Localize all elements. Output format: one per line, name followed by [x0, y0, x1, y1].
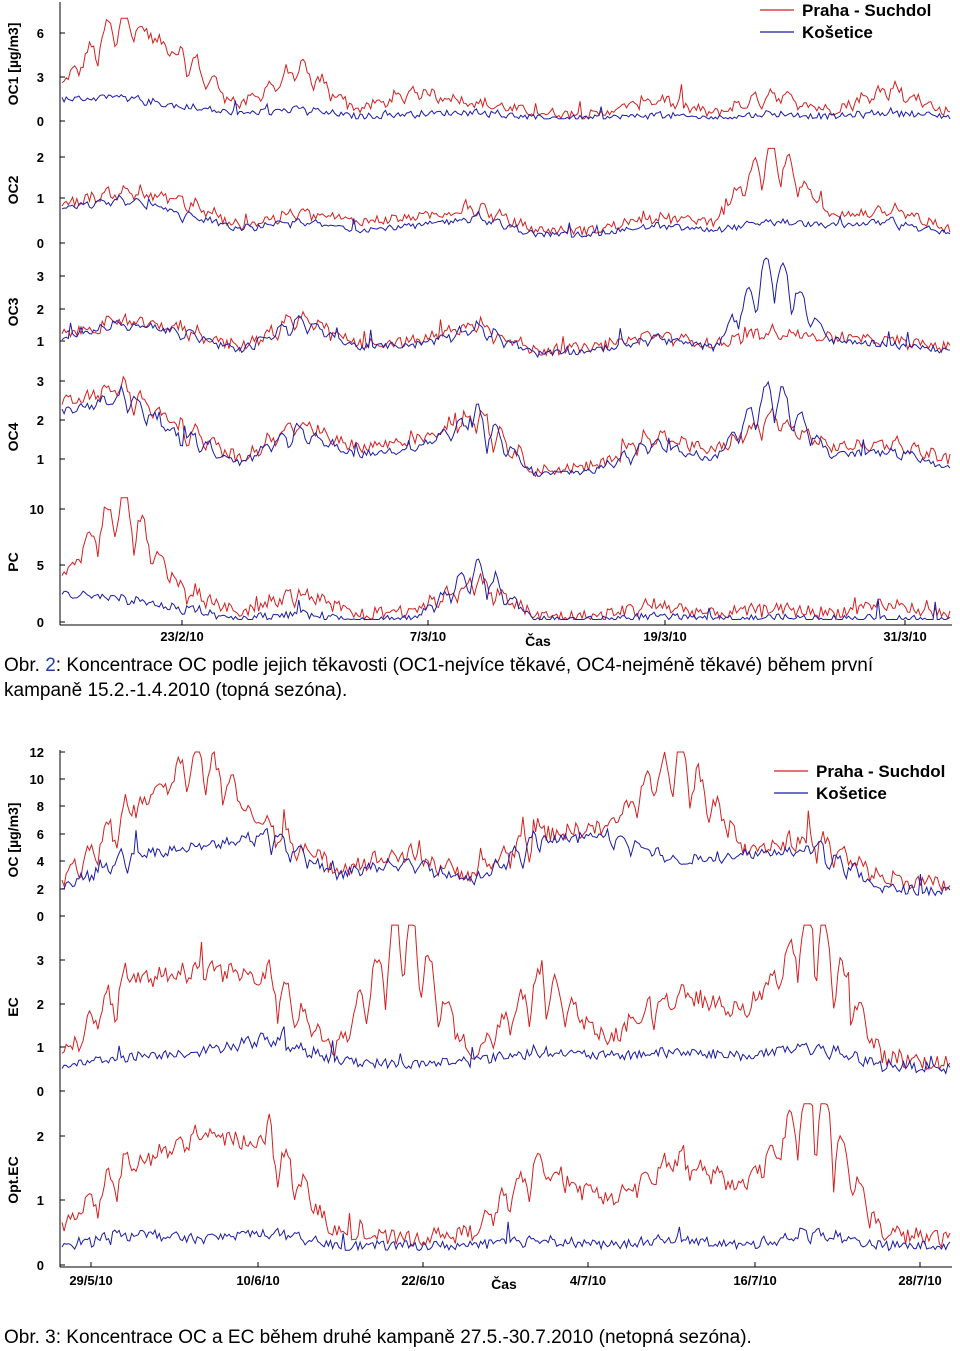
x-tick-label: 10/6/10 [236, 1273, 279, 1288]
x-axis-label: Čas [525, 632, 551, 649]
figure3-caption: Obr. 3: Koncentrace OC a EC během druhé … [4, 1327, 752, 1348]
series-kosetice-line [61, 827, 951, 897]
series-kosetice-line [61, 93, 951, 121]
y-tick-label: 12 [30, 745, 44, 760]
x-tick-label: 31/3/10 [883, 629, 926, 644]
y-tick-label: 3 [37, 953, 44, 968]
y-tick-label: 0 [37, 114, 44, 129]
y-tick-label: 10 [30, 772, 44, 787]
series-kosetice-line [61, 558, 951, 622]
y-tick-label: 3 [37, 70, 44, 85]
series-praha-suchdol-line [61, 310, 951, 357]
series-kosetice-line [61, 1221, 951, 1252]
y-tick-label: 1 [37, 191, 44, 206]
x-tick-label: 4/7/10 [570, 1273, 606, 1288]
legend-praha-label: Praha - Suchdol [802, 1, 931, 20]
y-axis-label: Opt.EC [5, 1156, 21, 1203]
y-tick-label: 5 [37, 558, 44, 573]
x-axis-label: Čas [491, 1275, 517, 1292]
y-tick-label: 3 [37, 374, 44, 389]
x-tick-label: 29/5/10 [69, 1273, 112, 1288]
y-axis-label: PC [5, 552, 21, 571]
series-kosetice-line [61, 1026, 951, 1075]
y-tick-label: 1 [37, 1040, 44, 1055]
series-praha-suchdol-line [61, 375, 951, 478]
y-axis-label: OC [µg/m3] [5, 803, 21, 878]
x-tick-label: 23/2/10 [160, 629, 203, 644]
y-axis-label: OC4 [5, 422, 21, 451]
y-tick-label: 1 [37, 452, 44, 467]
series-kosetice-line [61, 257, 951, 359]
y-tick-label: 2 [37, 882, 44, 897]
y-tick-label: 4 [37, 854, 45, 869]
legend-kosetice-label: Košetice [802, 23, 873, 42]
series-praha-suchdol-line [61, 1103, 951, 1248]
y-tick-label: 0 [37, 1258, 44, 1273]
series-praha-suchdol-line [61, 497, 951, 622]
legend-kosetice-label: Košetice [816, 784, 887, 803]
series-praha-suchdol-line [61, 924, 951, 1071]
series-praha-suchdol-line [61, 750, 951, 892]
legend-praha-label: Praha - Suchdol [816, 762, 945, 781]
y-tick-label: 0 [37, 615, 44, 630]
series-kosetice-line [61, 194, 951, 238]
y-tick-label: 8 [37, 799, 44, 814]
y-tick-label: 0 [37, 1084, 44, 1099]
y-tick-label: 6 [37, 827, 44, 842]
series-kosetice-line [61, 380, 951, 477]
y-tick-label: 2 [37, 997, 44, 1012]
y-axis-label: OC1 [µg/m3] [5, 23, 21, 106]
x-tick-label: 28/7/10 [898, 1273, 941, 1288]
y-tick-label: 2 [37, 150, 44, 165]
x-tick-label: 22/6/10 [401, 1273, 444, 1288]
y-tick-label: 0 [37, 236, 44, 251]
y-tick-label: 1 [37, 1193, 44, 1208]
y-axis-label: OC3 [5, 297, 21, 326]
x-tick-label: 19/3/10 [643, 629, 686, 644]
y-tick-label: 3 [37, 269, 44, 284]
y-tick-label: 2 [37, 1129, 44, 1144]
series-praha-suchdol-line [61, 147, 951, 237]
y-axis-label: EC [5, 997, 21, 1016]
y-tick-label: 0 [37, 909, 44, 924]
y-tick-label: 10 [30, 502, 44, 517]
figure2-caption: Obr. 2: Koncentrace OC podle jejich těka… [4, 655, 874, 701]
x-tick-label: 16/7/10 [733, 1273, 776, 1288]
y-tick-label: 2 [37, 302, 44, 317]
y-axis-label: OC2 [5, 175, 21, 204]
series-praha-suchdol-line [61, 17, 951, 121]
y-tick-label: 2 [37, 413, 44, 428]
x-tick-label: 7/3/10 [410, 629, 446, 644]
y-tick-label: 1 [37, 334, 44, 349]
y-tick-label: 6 [37, 26, 44, 41]
